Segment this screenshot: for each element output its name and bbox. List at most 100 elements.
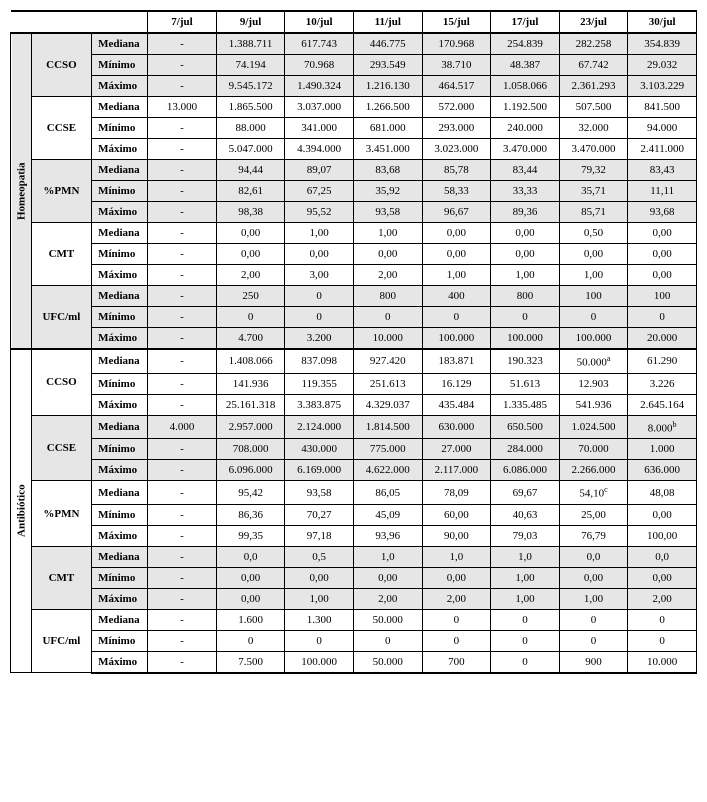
cell-value: 48,08 (628, 481, 697, 505)
cell-value: 2.645.164 (628, 394, 697, 415)
cell-value: 0,00 (491, 223, 560, 244)
cell-value: 3.037.000 (285, 97, 354, 118)
cell-value: 0,00 (216, 223, 285, 244)
metric-label: CCSO (31, 349, 91, 415)
cell-value: 25,00 (559, 504, 628, 525)
cell-value: 700 (422, 651, 491, 673)
cell-value: 0 (285, 286, 354, 307)
cell-value: 341.000 (285, 118, 354, 139)
cell-value: - (148, 439, 217, 460)
table-row: Máximo-4.7003.20010.000100.000100.000100… (11, 328, 697, 350)
cell-value: 572.000 (422, 97, 491, 118)
table-row: Máximo-25.161.3183.383.8754.329.037435.4… (11, 394, 697, 415)
metric-label: CCSE (31, 415, 91, 481)
group-label: Homeopatia (11, 33, 32, 349)
cell-value: 48.387 (491, 55, 560, 76)
cell-value: 2.361.293 (559, 76, 628, 97)
cell-value: 32.000 (559, 118, 628, 139)
cell-value: 0 (491, 630, 560, 651)
stat-label: Máximo (92, 328, 148, 350)
cell-value: - (148, 394, 217, 415)
stat-label: Mediana (92, 97, 148, 118)
cell-value: 83,43 (628, 160, 697, 181)
cell-value: 78,09 (422, 481, 491, 505)
metric-label: UFC/ml (31, 286, 91, 350)
cell-value: 250 (216, 286, 285, 307)
cell-value: 35,71 (559, 181, 628, 202)
cell-value: 0 (422, 307, 491, 328)
stat-label: Mediana (92, 33, 148, 55)
cell-value: 45,09 (353, 504, 422, 525)
table-row: Máximo-5.047.0004.394.0003.451.0003.023.… (11, 139, 697, 160)
cell-value: 681.000 (353, 118, 422, 139)
stat-label: Máximo (92, 76, 148, 97)
cell-value: 141.936 (216, 373, 285, 394)
stat-label: Mediana (92, 546, 148, 567)
cell-value: 85,78 (422, 160, 491, 181)
cell-value: - (148, 76, 217, 97)
cell-value: 0 (628, 609, 697, 630)
stat-label: Mediana (92, 415, 148, 439)
cell-value: 16.129 (422, 373, 491, 394)
cell-value: 0 (422, 630, 491, 651)
cell-value: 96,67 (422, 202, 491, 223)
cell-value: 93,96 (353, 525, 422, 546)
metric-label: UFC/ml (31, 609, 91, 673)
cell-value: - (148, 546, 217, 567)
cell-value: 25.161.318 (216, 394, 285, 415)
cell-value: 1.216.130 (353, 76, 422, 97)
cell-value: 0,00 (353, 244, 422, 265)
cell-value: 6.096.000 (216, 460, 285, 481)
cell-value: 50.000 (353, 609, 422, 630)
cell-value: 38.710 (422, 55, 491, 76)
cell-value: - (148, 373, 217, 394)
cell-value: 630.000 (422, 415, 491, 439)
table-row: CCSEMediana4.0002.957.0002.124.0001.814.… (11, 415, 697, 439)
cell-value: 293.000 (422, 118, 491, 139)
cell-value: 1.024.500 (559, 415, 628, 439)
cell-value: 1.408.066 (216, 349, 285, 373)
cell-value: 60,00 (422, 504, 491, 525)
cell-value: 0 (559, 609, 628, 630)
cell-value: - (148, 244, 217, 265)
cell-value: 2.411.000 (628, 139, 697, 160)
cell-value: - (148, 651, 217, 673)
cell-value: - (148, 567, 217, 588)
cell-value: 11,11 (628, 181, 697, 202)
cell-value: - (148, 460, 217, 481)
stat-label: Mediana (92, 286, 148, 307)
table-row: Mínimo-141.936119.355251.61316.12951.613… (11, 373, 697, 394)
stat-label: Máximo (92, 588, 148, 609)
cell-value: 100.000 (559, 328, 628, 350)
group-label: Antibiótico (11, 349, 32, 673)
cell-value: 12.903 (559, 373, 628, 394)
cell-value: 93,68 (628, 202, 697, 223)
cell-value: 88.000 (216, 118, 285, 139)
cell-value: 1.192.500 (491, 97, 560, 118)
table-row: %PMNMediana-94,4489,0783,6885,7883,4479,… (11, 160, 697, 181)
cell-value: 3.200 (285, 328, 354, 350)
cell-value: 0,00 (216, 588, 285, 609)
cell-value: 89,07 (285, 160, 354, 181)
cell-value: - (148, 588, 217, 609)
table-row: Máximo-98,3895,5293,5896,6789,3685,7193,… (11, 202, 697, 223)
stat-label: Mínimo (92, 55, 148, 76)
table-row: CCSEMediana13.0001.865.5003.037.0001.266… (11, 97, 697, 118)
cell-value: 0,00 (422, 244, 491, 265)
cell-value: 3,00 (285, 265, 354, 286)
metric-label: CCSO (31, 33, 91, 97)
cell-value: 58,33 (422, 181, 491, 202)
cell-value: 636.000 (628, 460, 697, 481)
cell-value: 95,42 (216, 481, 285, 505)
metric-label: CCSE (31, 97, 91, 160)
metric-label: %PMN (31, 481, 91, 547)
cell-value: 430.000 (285, 439, 354, 460)
stat-label: Mediana (92, 223, 148, 244)
table-row: Mínimo-708.000430.000775.00027.000284.00… (11, 439, 697, 460)
stat-label: Mínimo (92, 307, 148, 328)
cell-value: 67.742 (559, 55, 628, 76)
col-date-2: 10/jul (285, 11, 354, 33)
cell-value: 94,44 (216, 160, 285, 181)
cell-value: 82,61 (216, 181, 285, 202)
cell-value: 100.000 (491, 328, 560, 350)
